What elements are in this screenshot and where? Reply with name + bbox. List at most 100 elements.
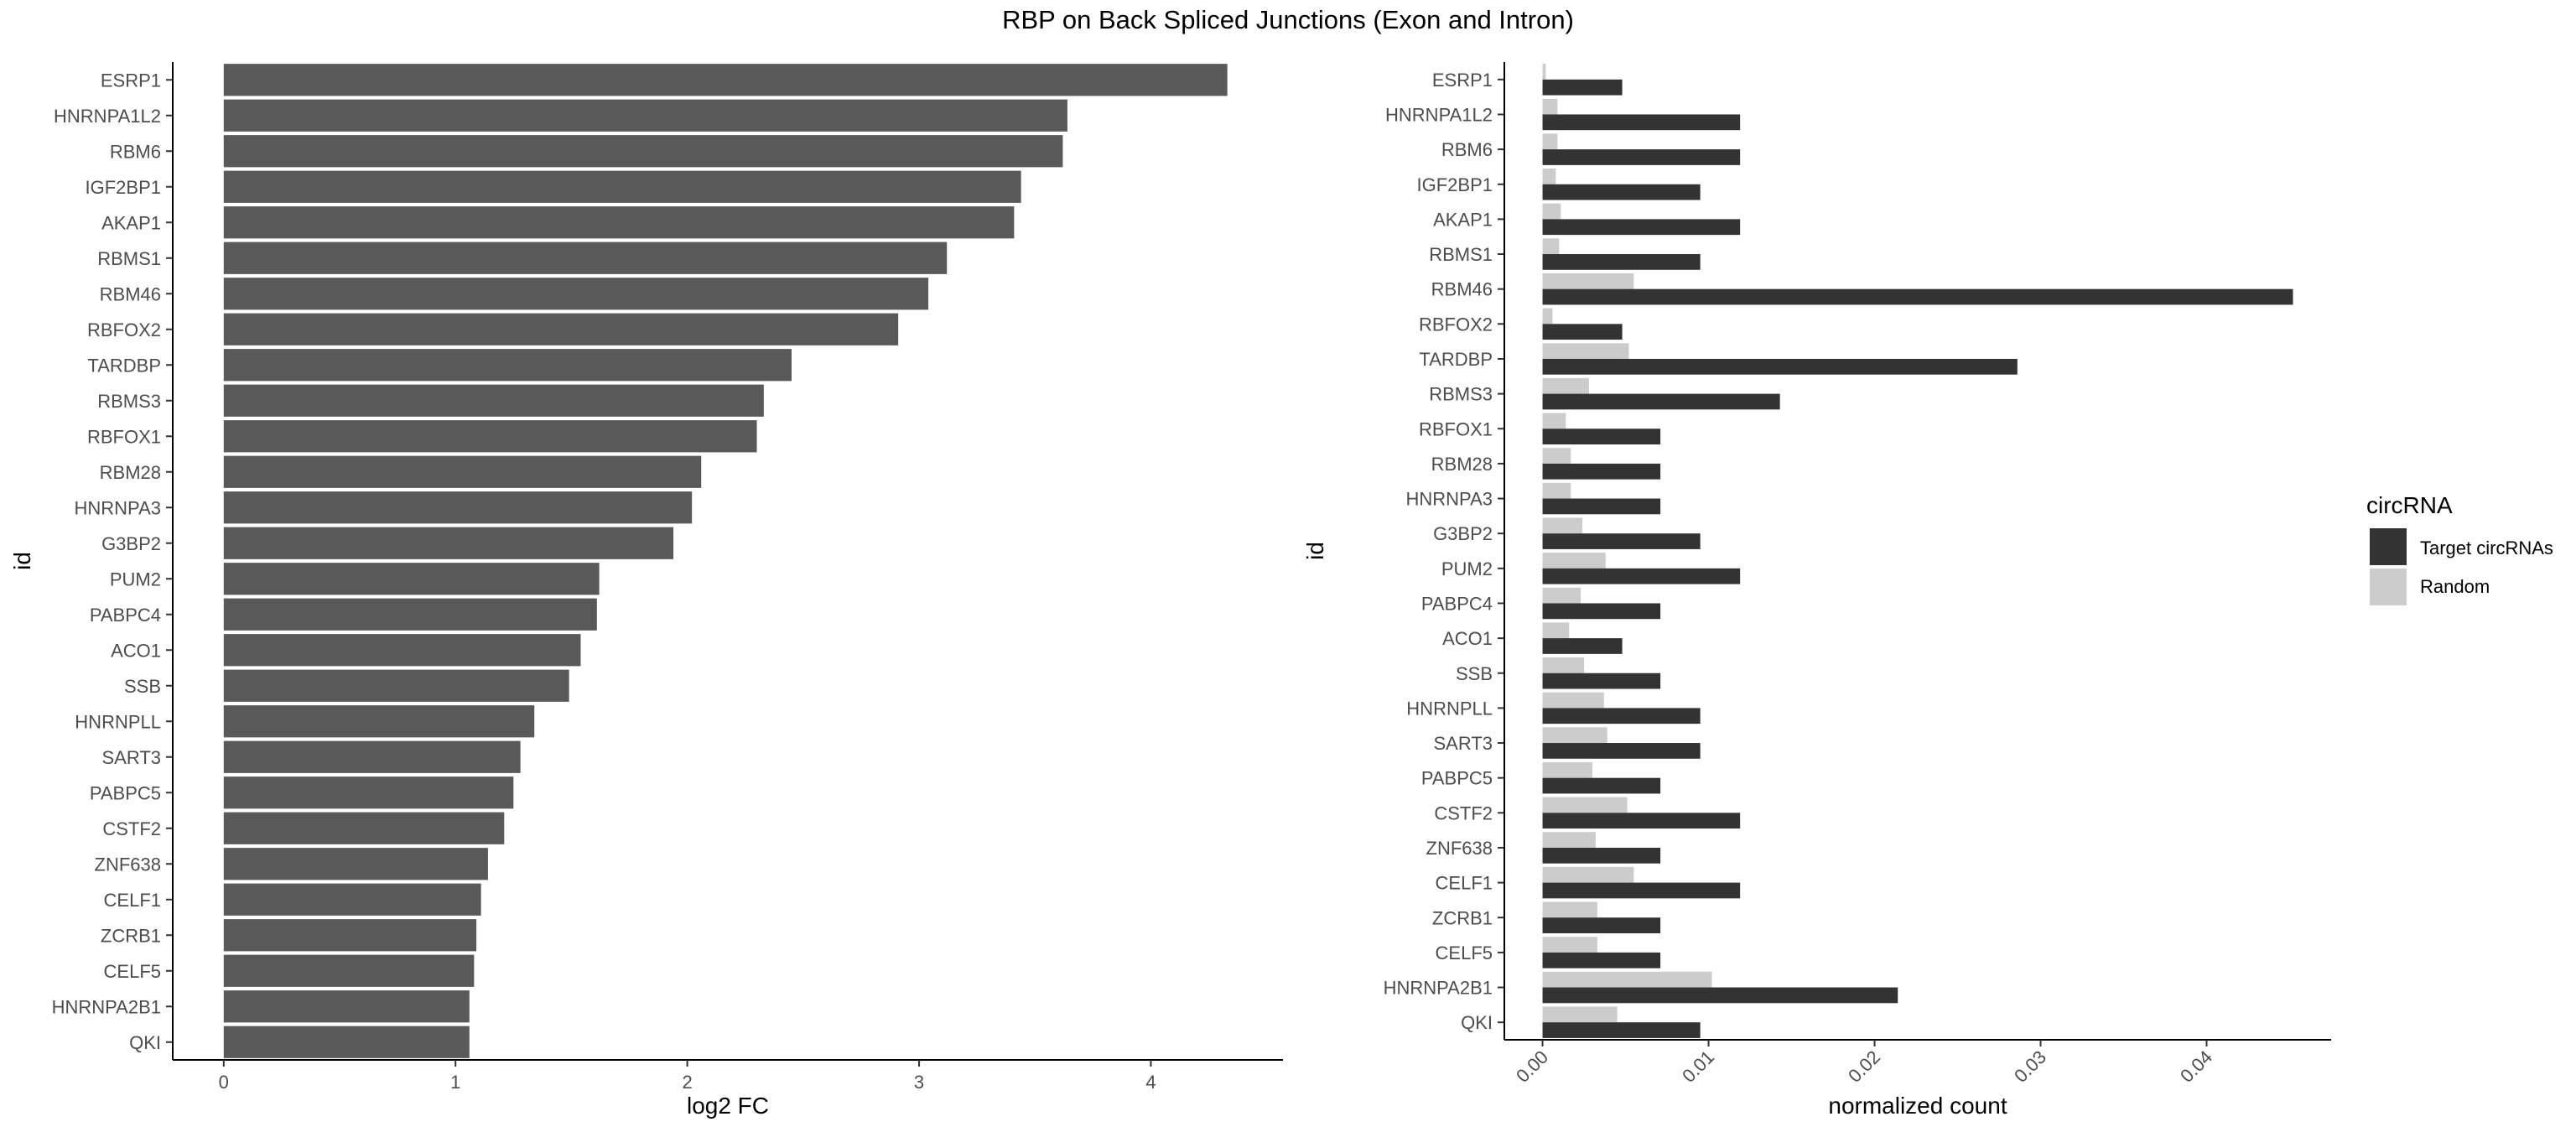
bar-celf1 [223, 883, 481, 916]
y-tick-label: ZCRB1 [1432, 907, 1493, 928]
bar-rbms1 [223, 242, 948, 274]
y-tick-label: RBFOX2 [1419, 314, 1493, 335]
bar-target-celf5 [1542, 952, 1661, 969]
bar-random-cstf2 [1542, 797, 1628, 813]
bar-rbms3 [223, 384, 764, 417]
bar-random-hnrnpa2b1 [1542, 971, 1712, 988]
x-tick-label: 0.03 [2010, 1046, 2050, 1087]
bar-random-hnrnpa1l2 [1542, 98, 1558, 115]
y-tick-label: RBM6 [110, 141, 161, 162]
y-tick-label: TARDBP [87, 355, 161, 376]
y-tick-label: PUM2 [110, 569, 161, 589]
y-tick-label: RBFOX1 [1419, 418, 1493, 439]
bar-hnrnpa1l2 [223, 99, 1067, 132]
bar-target-pabpc5 [1542, 777, 1661, 794]
bar-target-znf638 [1542, 847, 1661, 864]
legend-swatch-target [2370, 528, 2407, 565]
bar-random-rbms1 [1542, 238, 1560, 255]
bar-target-aco1 [1542, 638, 1623, 654]
bar-target-celf1 [1542, 882, 1741, 899]
y-tick-label: QKI [129, 1032, 161, 1053]
left-panel-log2fc: ESRP1 HNRNPA1L2 RBM6 IGF2BP1 AKAP1 RBMS1 RBM46… [9, 62, 1283, 1119]
y-tick-label: PUM2 [1441, 558, 1493, 579]
y-axis-title: id [1302, 542, 1328, 560]
bar-pum2 [223, 563, 600, 595]
bar-target-sart3 [1542, 743, 1701, 759]
y-tick-label: HNRNPLL [75, 711, 161, 732]
y-tick-label: RBMS1 [1429, 244, 1493, 265]
bar-rbfox2 [223, 313, 899, 345]
y-tick-label: ACO1 [1442, 628, 1493, 649]
y-tick-label: SART3 [101, 747, 161, 768]
bar-target-igf2bp1 [1542, 184, 1701, 200]
y-tick-label: HNRNPA1L2 [54, 106, 161, 127]
bar-random-igf2bp1 [1542, 169, 1556, 184]
x-tick-label: 0.02 [1844, 1046, 1884, 1087]
bar-pabpc4 [223, 598, 597, 631]
bar-target-zcrb1 [1542, 917, 1661, 933]
bar-zcrb1 [223, 919, 477, 952]
bar-random-g3bp2 [1542, 517, 1583, 534]
bar-random-rbfox1 [1542, 413, 1566, 429]
bar-random-tardbp [1542, 343, 1629, 359]
bar-random-pum2 [1542, 553, 1606, 569]
chart-title: RBP on Back Spliced Junctions (Exon and … [1002, 5, 1574, 34]
y-tick-label: PABPC4 [1421, 593, 1493, 614]
bar-target-pabpc4 [1542, 603, 1661, 620]
y-tick-label: ESRP1 [1432, 70, 1493, 91]
bar-akap1 [223, 206, 1015, 239]
bar-qki [223, 1026, 470, 1058]
bar-hnrnpa3 [223, 491, 693, 524]
legend-label-random: Random [2420, 576, 2490, 597]
bar-hnrnpll [223, 705, 535, 738]
bar-target-akap1 [1542, 219, 1741, 236]
bar-random-rbm28 [1542, 448, 1571, 464]
x-tick-label: 0.00 [1512, 1046, 1552, 1087]
legend-swatch-random [2370, 569, 2407, 605]
bar-rbfox1 [223, 420, 757, 453]
y-tick-label: CELF1 [104, 890, 161, 911]
bar-random-rbm46 [1542, 273, 1634, 289]
bar-target-qki [1542, 1022, 1701, 1038]
bar-target-rbm6 [1542, 149, 1741, 165]
bar-random-aco1 [1542, 622, 1570, 639]
x-tick-label: 0 [219, 1072, 229, 1093]
x-tick-label: 0.01 [1678, 1046, 1718, 1087]
y-tick-label: PABPC4 [90, 605, 161, 626]
y-tick-label: G3BP2 [101, 533, 161, 554]
legend: circRNA Target circRNAs Random [2366, 492, 2553, 605]
bar-znf638 [223, 848, 488, 880]
y-tick-label: SSB [124, 676, 161, 697]
bar-random-rbm6 [1542, 133, 1558, 150]
bar-random-qki [1542, 1006, 1618, 1023]
x-tick-label: 2 [683, 1072, 693, 1093]
x-tick-label: 3 [914, 1072, 924, 1093]
bar-rbm46 [223, 278, 929, 310]
bar-target-cstf2 [1542, 813, 1741, 829]
x-tick-label: 4 [1145, 1072, 1156, 1093]
y-tick-label: RBMS3 [1429, 384, 1493, 405]
y-tick-label: HNRNPA3 [74, 497, 161, 518]
bar-target-rbfox1 [1542, 428, 1661, 444]
y-tick-label: RBMS1 [97, 248, 161, 269]
y-tick-label: ZNF638 [1426, 838, 1493, 859]
y-tick-label: CSTF2 [102, 818, 161, 839]
bar-pabpc5 [223, 776, 514, 809]
y-tick-label: CELF5 [1436, 943, 1493, 963]
bar-random-znf638 [1542, 832, 1596, 848]
y-tick-label: SART3 [1433, 733, 1493, 754]
y-tick-label: HNRNPA2B1 [1384, 978, 1493, 999]
y-tick-label: G3BP2 [1433, 523, 1493, 544]
bar-celf5 [223, 954, 475, 987]
y-tick-label: RBM46 [100, 283, 161, 304]
y-tick-label: PABPC5 [1421, 768, 1493, 789]
bar-target-pum2 [1542, 568, 1741, 584]
y-tick-label: ZNF638 [95, 854, 161, 875]
bar-hnrnpa2b1 [223, 990, 470, 1023]
y-tick-label: ZCRB1 [101, 925, 161, 946]
bar-random-hnrnpa3 [1542, 482, 1571, 499]
y-tick-label: CELF5 [104, 961, 161, 982]
bar-target-esrp1 [1542, 79, 1623, 96]
bar-target-rbm28 [1542, 463, 1661, 480]
